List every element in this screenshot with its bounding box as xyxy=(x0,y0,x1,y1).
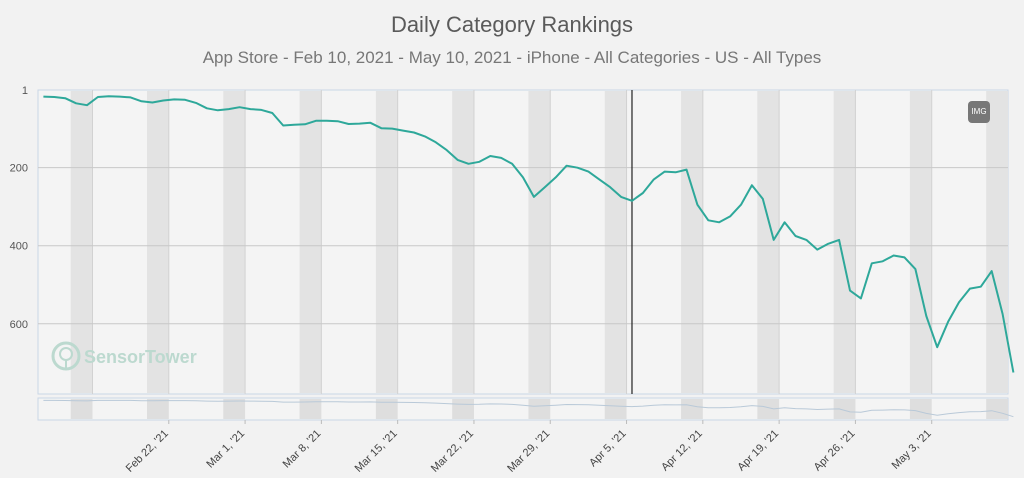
weekend-band xyxy=(375,91,398,393)
weekend-band xyxy=(299,91,322,393)
x-tick-label: Mar 29, '21 xyxy=(505,428,552,475)
series-line xyxy=(43,95,1015,373)
x-tick-label: May 3, '21 xyxy=(890,428,934,472)
navigator-weekend-band xyxy=(528,399,551,419)
weekend-band xyxy=(146,91,169,393)
weekend-band xyxy=(452,91,474,393)
navigator-weekend-band xyxy=(375,399,398,419)
weekend-band xyxy=(681,91,703,393)
y-tick-label: 200 xyxy=(10,163,28,175)
x-tick-label: Feb 22, '21 xyxy=(124,428,171,475)
x-tick-label: Mar 15, '21 xyxy=(353,428,400,475)
x-tick-label: Mar 8, '21 xyxy=(281,428,324,471)
weekend-band xyxy=(604,91,627,393)
weekend-band xyxy=(223,91,246,393)
weekend-band xyxy=(70,91,93,393)
y-tick-label: 1 xyxy=(22,85,28,97)
chart-subtitle: App Store - Feb 10, 2021 - May 10, 2021 … xyxy=(202,48,822,67)
x-tick-label: Apr 12, '21 xyxy=(659,428,705,474)
navigator-weekend-band xyxy=(681,399,703,419)
x-tick-label: Apr 5, '21 xyxy=(587,428,629,470)
navigator-weekend-band xyxy=(70,399,93,419)
y-tick-label: 400 xyxy=(10,241,28,253)
navigator-area xyxy=(37,397,1009,421)
image-export-icon[interactable]: IMG xyxy=(968,101,990,123)
y-tick-label: 600 xyxy=(10,319,28,331)
navigator-weekend-band xyxy=(299,399,322,419)
x-tick-label: Apr 19, '21 xyxy=(735,428,781,474)
weekend-band xyxy=(757,91,780,393)
navigator-weekend-band xyxy=(604,399,627,419)
navigator-weekend-band xyxy=(146,399,169,419)
weekend-band xyxy=(833,91,856,393)
x-tick-label: Mar 22, '21 xyxy=(429,428,476,475)
navigator-weekend-band xyxy=(223,399,246,419)
navigator-weekend-band xyxy=(452,399,474,419)
navigator-series-line xyxy=(43,399,1014,418)
navigator-weekend-band xyxy=(986,399,1008,419)
watermark-text: SensorTower xyxy=(84,347,197,367)
navigator-weekend-band xyxy=(909,399,932,419)
x-tick-label: Mar 1, '21 xyxy=(204,428,247,471)
weekend-band xyxy=(528,91,551,393)
chart-title: Daily Category Rankings xyxy=(390,12,634,37)
x-tick-label: Apr 26, '21 xyxy=(812,428,858,474)
navigator-weekend-band xyxy=(833,399,856,419)
weekend-band xyxy=(986,91,1008,393)
navigator-weekend-band xyxy=(757,399,780,419)
weekend-band xyxy=(909,91,932,393)
sensortower-logo-icon xyxy=(51,341,81,371)
